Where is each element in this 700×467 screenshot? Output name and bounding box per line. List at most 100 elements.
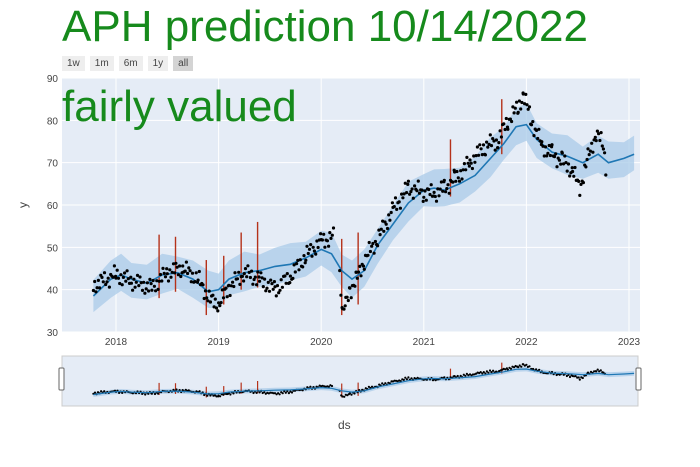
actual-point — [212, 305, 216, 309]
actual-point — [497, 141, 501, 145]
actual-point — [242, 272, 246, 276]
actual-point — [424, 198, 428, 202]
actual-point — [302, 254, 306, 258]
actual-point — [379, 227, 383, 231]
actual-point — [472, 154, 476, 158]
actual-point — [246, 264, 250, 268]
range-handle-left[interactable] — [58, 367, 65, 391]
actual-point — [573, 165, 577, 170]
actual-point — [479, 147, 483, 151]
slider-point — [187, 389, 190, 392]
slider-point — [358, 389, 361, 392]
actual-point — [578, 193, 582, 197]
actual-point — [410, 187, 414, 191]
actual-point — [381, 219, 385, 223]
actual-point — [94, 290, 98, 294]
actual-point — [503, 127, 507, 132]
slider-point — [153, 392, 157, 396]
range-slider-background — [62, 356, 638, 406]
slider-point — [306, 386, 309, 389]
valuation-label: fairly valued — [62, 82, 297, 131]
actual-point — [139, 281, 143, 285]
actual-point — [466, 161, 470, 165]
slider-point — [481, 372, 484, 375]
actual-point — [316, 245, 320, 250]
actual-point — [372, 251, 376, 255]
actual-point — [445, 187, 449, 191]
actual-point — [197, 269, 201, 274]
range-button-6m[interactable]: 6m — [118, 56, 143, 71]
slider-point — [281, 392, 284, 395]
actual-point — [232, 284, 236, 289]
range-button-all[interactable]: all — [173, 56, 194, 71]
actual-point — [272, 280, 276, 284]
actual-point — [183, 269, 187, 273]
actual-point — [266, 280, 270, 284]
actual-point — [444, 190, 448, 194]
slider-point — [558, 373, 561, 376]
actual-point — [504, 116, 508, 121]
actual-point — [285, 272, 289, 276]
slider-point — [464, 374, 467, 377]
actual-point — [474, 154, 478, 158]
actual-point — [401, 196, 405, 200]
range-button-1y[interactable]: 1y — [147, 56, 169, 71]
x-tick-label: 2023 — [618, 337, 641, 348]
actual-point — [457, 179, 462, 183]
actual-point — [438, 187, 442, 191]
actual-point — [227, 283, 231, 287]
slider-point — [150, 392, 153, 395]
actual-point — [560, 151, 564, 155]
range-button-1w[interactable]: 1w — [62, 56, 85, 71]
actual-point — [186, 271, 190, 276]
actual-point — [259, 271, 263, 275]
slider-point — [577, 376, 580, 379]
actual-point — [134, 280, 138, 284]
actual-point — [203, 289, 208, 293]
slider-point — [258, 391, 261, 394]
actual-point — [196, 278, 200, 282]
actual-point — [496, 146, 500, 150]
slider-point — [215, 395, 218, 398]
actual-point — [201, 283, 205, 287]
actual-point — [112, 264, 116, 268]
actual-point — [480, 153, 484, 157]
actual-point — [135, 273, 140, 277]
actual-point — [446, 183, 450, 187]
actual-point — [542, 154, 546, 158]
range-handle-right[interactable] — [635, 367, 642, 391]
actual-point — [251, 282, 255, 286]
slider-point — [229, 393, 232, 396]
slider-point — [286, 390, 289, 393]
slider-point — [485, 370, 488, 373]
slider-point — [565, 374, 569, 378]
actual-point — [355, 276, 359, 280]
actual-point — [168, 268, 172, 272]
slider-point — [219, 395, 222, 398]
actual-point — [327, 244, 331, 248]
actual-point — [228, 293, 232, 298]
actual-point — [540, 140, 544, 144]
actual-point — [516, 110, 520, 114]
actual-point — [231, 280, 235, 284]
actual-point — [597, 132, 601, 136]
actual-point — [436, 187, 440, 191]
slider-point — [532, 367, 535, 371]
actual-point — [150, 288, 154, 292]
actual-point — [132, 277, 136, 281]
slider-point — [309, 385, 312, 388]
actual-point — [247, 270, 251, 274]
actual-point — [116, 276, 121, 280]
actual-point — [581, 181, 586, 185]
actual-point — [288, 281, 292, 285]
actual-point — [397, 200, 401, 204]
range-button-1m[interactable]: 1m — [89, 56, 114, 71]
actual-point — [550, 143, 554, 147]
actual-point — [131, 288, 135, 292]
actual-point — [310, 254, 314, 258]
x-tick-label: 2021 — [413, 337, 436, 348]
y-tick-label: 40 — [47, 286, 59, 297]
actual-point — [508, 117, 512, 121]
actual-point — [487, 142, 491, 146]
y-tick-label: 50 — [47, 243, 59, 254]
